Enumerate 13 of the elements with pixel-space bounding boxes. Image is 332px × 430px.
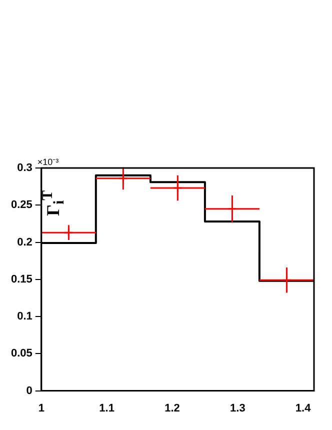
x-tick-label: 1.2 [164,402,180,414]
y-tick-label: 0.2 [17,236,32,248]
y-tick-label: 0.05 [10,348,32,360]
text: ×10⁻³ [37,157,59,167]
y-tick-label: 0.25 [10,199,32,212]
y-tick-label: 0.3 [17,162,32,174]
y-tick-label: 0.15 [10,273,32,286]
y-tick-label: 0 [26,384,32,397]
x-tick-label: 1.3 [230,402,246,414]
x-tick-label: 1.4 [295,402,312,414]
y-tick-label: 0.1 [17,310,32,323]
x-tick-label: 1 [38,402,44,414]
x-tick-label: 1.1 [99,402,114,414]
